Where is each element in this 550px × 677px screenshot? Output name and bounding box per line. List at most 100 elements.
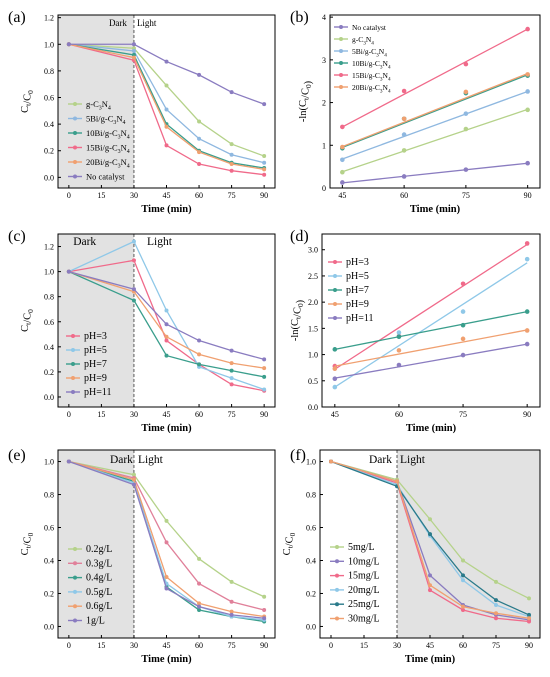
data-point (229, 361, 234, 366)
data-point (428, 573, 432, 578)
fit-line (342, 90, 528, 160)
series-5 (66, 42, 267, 107)
legend-marker (73, 561, 77, 566)
legend-entry: 5mg/L (348, 542, 375, 553)
legend-entry: 5Bi/g-C3N4 (86, 114, 126, 127)
series-5 (66, 459, 267, 621)
x-tick-label: 75 (492, 641, 500, 650)
data-point (494, 579, 498, 584)
y-tick-label: 0.8 (306, 491, 316, 500)
legend-entry: 10mg/L (348, 556, 380, 567)
x-tick-label: 30 (393, 641, 401, 650)
y-tick-label: 1.0 (44, 268, 54, 277)
data-point (463, 167, 469, 172)
data-point (401, 116, 407, 122)
series-line (330, 460, 530, 616)
legend-entry: 0.4g/L (86, 573, 112, 584)
data-point (460, 309, 466, 314)
panel-label: (c) (8, 228, 26, 245)
x-tick-label: 45 (163, 410, 171, 419)
x-tick-label: 45 (163, 641, 171, 650)
legend-marker (73, 145, 77, 150)
data-point (527, 616, 531, 621)
series-line (68, 271, 265, 378)
data-point (463, 61, 469, 67)
legend-entry: 0.2g/L (86, 544, 112, 555)
data-point (340, 144, 345, 150)
series-1 (340, 107, 530, 175)
legend-entry: 0.3g/L (86, 558, 112, 569)
data-point (525, 107, 530, 113)
x-tick-label: 75 (228, 410, 236, 419)
data-point (197, 136, 202, 141)
data-point (197, 162, 202, 167)
x-tick-label: 90 (523, 410, 531, 419)
series-4 (332, 341, 530, 381)
series-5 (329, 459, 531, 621)
fit-line (342, 108, 528, 173)
y-tick-label: 1.2 (44, 243, 54, 252)
legend-entry: pH=9 (346, 299, 369, 310)
dark-label: Dark (110, 454, 133, 466)
y-tick-label: 0.4 (44, 343, 54, 352)
legend-entry: pH=9 (84, 373, 107, 384)
legend-marker (73, 174, 77, 179)
series-line (68, 460, 265, 618)
data-point (396, 362, 402, 368)
data-point (164, 540, 169, 545)
legend-marker (73, 102, 77, 106)
data-point (229, 382, 234, 387)
legend: pH=3 pH=5 pH=7 pH=9 pH=11 (66, 331, 112, 398)
x-tick-label: 0 (67, 191, 71, 200)
data-point (460, 336, 466, 342)
legend-marker (339, 25, 343, 29)
x-tick-label: 45 (338, 191, 346, 200)
legend-marker (71, 362, 75, 366)
legend-entry: 1g/L (86, 616, 105, 627)
series-line (68, 460, 265, 621)
legend-entry: 0.6g/L (86, 601, 112, 612)
fit-line (342, 72, 528, 148)
legend-entry: 25mg/L (348, 599, 380, 610)
panel-b: 45 60 75 90 0 1 2 3 4 Time (min) -ln(Ct/C0) (b) No c… (290, 9, 541, 215)
panel-label: (e) (8, 447, 26, 464)
x-tick-label: 30 (130, 191, 138, 200)
data-point (401, 88, 407, 94)
panel-a: 0 15 30 45 60 75 90 0.0 0.2 0.4 0.6 0.8 1.0 1.2 Time (… (8, 9, 276, 215)
data-point (494, 611, 498, 616)
y-tick-label: 1.0 (306, 458, 316, 467)
data-point (525, 89, 530, 94)
series-line (68, 270, 265, 360)
y-tick-label: 2 (322, 99, 326, 108)
x-tick-label: 75 (228, 191, 236, 200)
y-tick-label: 0.0 (308, 403, 318, 412)
y-tick-label: 0.6 (44, 318, 54, 327)
legend-marker (333, 260, 337, 264)
data-point (66, 42, 71, 47)
y-tick-label: 3 (322, 56, 326, 65)
data-point (197, 604, 202, 609)
data-point (164, 574, 169, 579)
series-2 (340, 89, 530, 163)
x-tick-label: 75 (459, 410, 467, 419)
y-tick-label: 0.5 (308, 377, 318, 386)
data-point (197, 338, 202, 343)
x-axis-label: Time (min) (410, 204, 461, 215)
data-point (131, 472, 136, 477)
legend-entry: 20mg/L (348, 585, 380, 596)
legend-marker (73, 547, 77, 551)
y-tick-label: 0.2 (44, 368, 54, 377)
fit-line (342, 28, 528, 128)
x-tick-label: 90 (525, 641, 533, 650)
data-point (164, 107, 169, 112)
data-point (262, 607, 267, 612)
data-point (131, 287, 136, 292)
legend-entry: 15Bi/g-C3N4 (86, 143, 130, 156)
series-5 (340, 72, 530, 150)
y-tick-label: 1.0 (44, 458, 54, 467)
legend-entry: g-C3N4 (352, 35, 374, 47)
legend-marker (335, 559, 339, 564)
series-line (68, 43, 265, 164)
legend-entry: 30mg/L (348, 614, 380, 625)
